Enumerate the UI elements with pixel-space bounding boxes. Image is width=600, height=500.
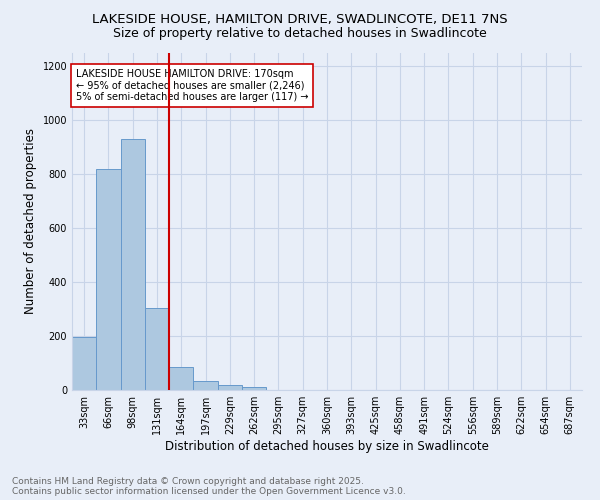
Bar: [121, 139, 145, 390]
Bar: [72, 337, 96, 390]
Bar: [242, 388, 266, 390]
X-axis label: Distribution of detached houses by size in Swadlincote: Distribution of detached houses by size …: [165, 440, 489, 453]
Bar: [145, 308, 169, 390]
Text: Size of property relative to detached houses in Swadlincote: Size of property relative to detached ho…: [113, 28, 487, 40]
Text: Contains HM Land Registry data © Crown copyright and database right 2025.
Contai: Contains HM Land Registry data © Crown c…: [12, 476, 406, 496]
Text: LAKESIDE HOUSE HAMILTON DRIVE: 170sqm
← 95% of detached houses are smaller (2,24: LAKESIDE HOUSE HAMILTON DRIVE: 170sqm ← …: [76, 68, 308, 102]
Text: LAKESIDE HOUSE, HAMILTON DRIVE, SWADLINCOTE, DE11 7NS: LAKESIDE HOUSE, HAMILTON DRIVE, SWADLINC…: [92, 12, 508, 26]
Bar: [169, 367, 193, 390]
Y-axis label: Number of detached properties: Number of detached properties: [24, 128, 37, 314]
Bar: [96, 168, 121, 390]
Bar: [193, 380, 218, 390]
Bar: [218, 384, 242, 390]
